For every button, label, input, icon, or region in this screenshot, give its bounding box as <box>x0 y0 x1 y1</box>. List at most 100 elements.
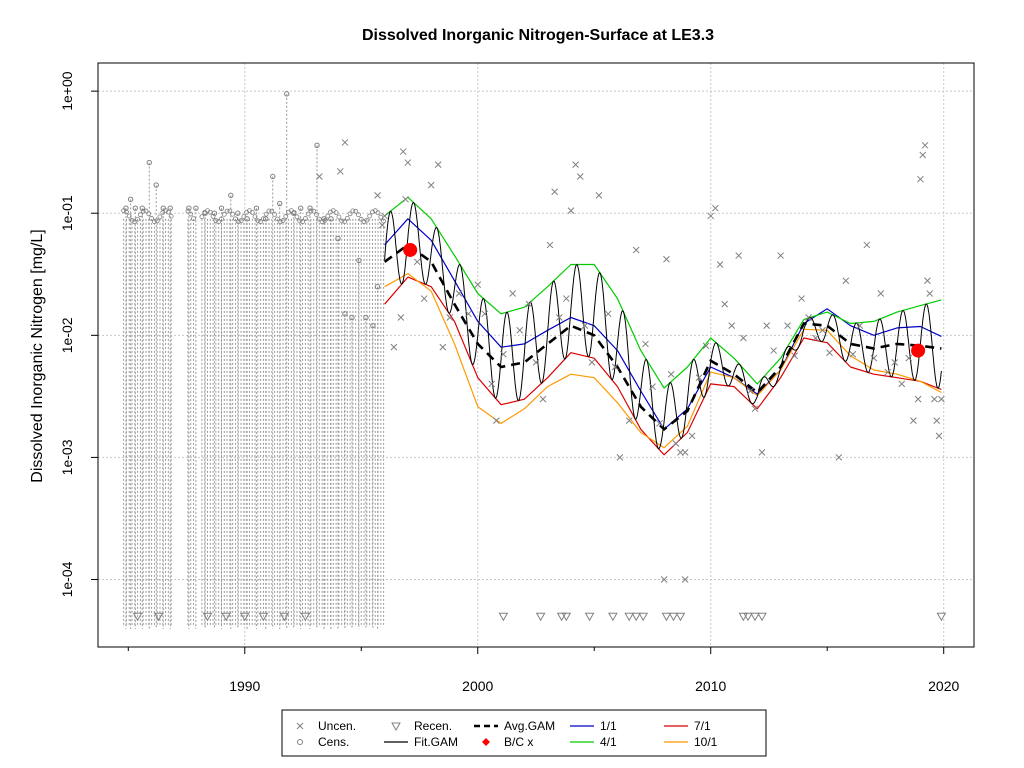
censored-point <box>168 213 174 219</box>
censored-point <box>153 182 159 188</box>
recensored-point <box>936 612 947 622</box>
legend-label: Uncen. <box>318 719 356 733</box>
uncensored-point <box>381 212 388 220</box>
uncensored-point <box>805 314 812 321</box>
chart-title: Dissolved Inorganic Nitrogen-Surface at … <box>362 27 714 44</box>
censored-point <box>154 218 160 224</box>
uncensored-point <box>931 395 938 403</box>
censored-point <box>207 209 213 215</box>
censored-point <box>149 216 154 221</box>
uncensored-point <box>595 192 603 199</box>
censored-point <box>140 208 146 214</box>
uncensored-point <box>465 310 472 318</box>
uncensored-point <box>758 449 766 456</box>
censored-point <box>328 209 333 215</box>
uncensored-point <box>493 417 500 425</box>
censored-point <box>165 209 171 215</box>
censored-point <box>347 211 353 217</box>
uncensored-point <box>632 246 640 254</box>
uncensored-point <box>455 290 463 297</box>
censored-point <box>146 211 152 217</box>
uncensored-point <box>910 417 917 425</box>
uncensored-point <box>397 314 405 321</box>
censored-point <box>146 159 152 166</box>
censored-point <box>157 214 163 220</box>
censored-point <box>374 284 381 290</box>
legend-label: 4/1 <box>600 735 617 749</box>
seasonal-line-s7 <box>384 276 942 456</box>
uncensored-point <box>588 359 596 366</box>
censored-point <box>277 200 283 207</box>
x-tick-label: 2020 <box>928 678 959 694</box>
censored-point <box>370 322 376 329</box>
censored-point <box>314 212 319 217</box>
uncensored-point <box>849 350 857 358</box>
censored-point <box>342 311 348 317</box>
censored-point <box>291 210 297 215</box>
uncensored-point <box>532 359 540 366</box>
recensored-point <box>258 612 269 622</box>
uncensored-point <box>567 207 575 214</box>
censored-point <box>266 208 272 214</box>
censored-point <box>308 208 314 214</box>
uncensored-point <box>798 295 805 302</box>
uncensored-point <box>667 370 675 378</box>
avg-gam-line <box>383 243 942 432</box>
censored-point <box>328 216 334 222</box>
uncensored-point <box>539 395 547 403</box>
legend-label: 10/1 <box>694 735 718 749</box>
plot-area-frame <box>97 62 975 648</box>
censored-point <box>367 213 373 219</box>
uncensored-point <box>581 322 589 330</box>
censored-point <box>218 205 225 211</box>
uncensored-point <box>681 449 689 456</box>
censored-point <box>280 218 286 223</box>
uncensored-point <box>716 261 724 268</box>
censored-point <box>224 208 230 214</box>
uncensored-point <box>509 290 517 297</box>
censored-point <box>249 209 255 215</box>
censored-point <box>270 173 276 180</box>
uncensored-point <box>898 380 906 388</box>
censored-point <box>121 208 127 214</box>
uncensored-point <box>917 175 924 183</box>
uncensored-point <box>604 310 612 318</box>
censored-point <box>135 216 141 222</box>
censored-point <box>336 214 342 220</box>
legend: Uncen. Cens. Recen. Fit.GAM Avg.GAM B/C x 1/1 4… <box>281 709 767 757</box>
recensored-point <box>202 612 213 622</box>
censored-point <box>258 219 264 225</box>
recensored-point <box>668 612 679 622</box>
censored-point <box>221 211 227 217</box>
censored-point <box>238 218 244 224</box>
censored-point <box>333 210 339 216</box>
censored-point <box>356 212 361 218</box>
recensored-point <box>153 612 164 622</box>
uncensored-point <box>625 417 633 425</box>
uncensored-point <box>546 241 554 249</box>
uncensored-point <box>663 255 670 263</box>
censored-point <box>151 219 157 225</box>
uncensored-point <box>413 258 421 266</box>
uncensored-point <box>812 334 819 342</box>
censored-point <box>325 213 331 219</box>
censored-point <box>253 205 260 211</box>
uncensored-point <box>751 405 759 413</box>
recensored-point <box>132 612 143 622</box>
uncensored-point <box>474 281 482 289</box>
uncensored-point <box>770 347 777 354</box>
uncensored-point <box>735 252 743 259</box>
uncensored-point <box>390 343 398 351</box>
uncensored-point <box>562 295 570 302</box>
censored-point <box>307 205 313 211</box>
y-tick-label: 1e-03 <box>59 439 75 475</box>
uncensored-point <box>728 322 736 330</box>
uncensored-point <box>341 139 349 146</box>
uncensored-point <box>576 173 584 180</box>
y-tick-label: 1e-01 <box>59 195 75 231</box>
uncensored-point <box>938 395 945 403</box>
x-tick-label: 1990 <box>229 678 260 694</box>
censored-point <box>228 192 234 199</box>
legend-box <box>281 709 767 757</box>
